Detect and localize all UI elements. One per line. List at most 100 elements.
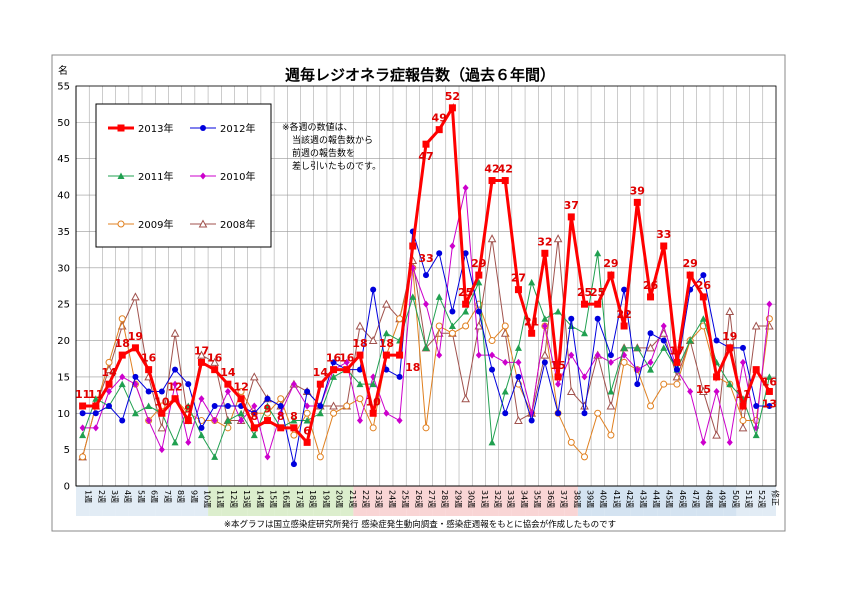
point-marker (277, 403, 284, 409)
point-marker (646, 343, 655, 352)
point-marker (172, 380, 179, 388)
point-marker (171, 395, 179, 403)
point-marker (185, 381, 192, 388)
point-marker (158, 388, 165, 395)
point-marker (264, 453, 271, 461)
point-marker (461, 394, 470, 403)
x-tick-label: 37週 (559, 490, 568, 508)
week-shade-29 (445, 486, 460, 516)
data-label: 14 (313, 366, 329, 379)
x-tick-label: 26週 (414, 490, 423, 508)
data-label: 21 (524, 315, 539, 328)
data-label: 47 (418, 150, 433, 163)
point-marker (356, 380, 364, 388)
point-marker (382, 329, 390, 337)
note-line-3: 前週の報告数を (292, 147, 355, 159)
legend: 2013年 2012年 2011年 2010年 2009年 2008年 (95, 103, 272, 248)
point-marker (541, 359, 548, 366)
y-tick-label: 0 (64, 482, 70, 493)
data-label: 8 (290, 410, 298, 423)
point-marker (290, 461, 297, 468)
x-tick-label: 22週 (361, 490, 370, 508)
y-tick-label: 35 (57, 227, 70, 238)
point-marker (92, 424, 99, 432)
week-shade-40 (591, 486, 605, 516)
week-shade-8 (168, 486, 182, 516)
point-marker (198, 219, 208, 228)
x-tick-label: 49週 (718, 490, 727, 508)
point-marker (198, 424, 205, 431)
x-tick-label: 20週 (335, 490, 344, 508)
x-tick-label: 12週 (229, 490, 238, 508)
x-tick-label: 51週 (744, 490, 753, 508)
data-label: 16 (207, 352, 223, 365)
point-marker (568, 315, 575, 322)
point-marker (514, 344, 522, 351)
x-tick-label: 7週 (163, 490, 172, 503)
week-shading (76, 486, 776, 516)
point-marker (581, 373, 588, 381)
legend-label: 2012年 (220, 122, 255, 135)
point-marker (555, 380, 562, 388)
x-tick-label: 44週 (652, 490, 661, 508)
series-2013年 (79, 102, 773, 446)
point-marker (739, 344, 746, 351)
point-marker (515, 373, 522, 380)
week-shade-53 (762, 486, 776, 516)
legend-label: 2009年 (138, 218, 173, 231)
point-marker (541, 315, 549, 322)
data-label: 13 (762, 397, 777, 410)
point-marker (172, 366, 179, 373)
week-shade-25 (392, 486, 407, 516)
week-shade-7 (155, 486, 169, 516)
point-marker (382, 299, 391, 308)
data-label: 25 (458, 286, 473, 299)
point-marker (620, 344, 628, 351)
data-label: 8 (277, 410, 285, 423)
point-marker (197, 358, 205, 366)
data-label: 39 (630, 184, 645, 197)
point-marker (170, 328, 180, 337)
data-label: 25 (590, 286, 605, 299)
point-marker (594, 315, 601, 322)
point-marker (356, 351, 364, 359)
week-shade-36 (538, 486, 552, 516)
point-marker (726, 380, 734, 388)
week-shade-27 (419, 486, 433, 516)
point-marker (660, 337, 667, 344)
point-marker (224, 387, 231, 395)
point-marker (396, 351, 404, 359)
week-shade-23 (366, 486, 380, 516)
point-marker (607, 271, 615, 279)
point-marker (660, 380, 668, 388)
point-marker (277, 424, 285, 432)
point-marker (157, 423, 167, 432)
point-marker (699, 315, 707, 322)
point-marker (329, 401, 338, 410)
y-tick-label: 55 (57, 82, 70, 93)
point-marker (105, 380, 113, 388)
point-marker (317, 403, 324, 409)
point-marker (145, 366, 153, 374)
point-marker (250, 424, 258, 432)
point-marker (330, 359, 337, 366)
point-marker (277, 395, 285, 403)
point-marker (607, 352, 614, 359)
week-shade-24 (379, 486, 393, 516)
x-tick-label: 40週 (599, 490, 608, 508)
point-marker (462, 322, 470, 330)
data-label: 11 (735, 388, 750, 401)
x-tick-label: 修正 (770, 490, 780, 506)
data-label: 49 (432, 112, 447, 125)
week-shade-14 (247, 486, 261, 516)
point-marker (237, 387, 245, 395)
note-block: ※各週の数値は、 当該週の報告数から 前週の報告数を 差し引いたものです。 (282, 121, 381, 172)
x-tick-label: 41週 (612, 490, 621, 508)
x-tick-label: 32週 (493, 490, 502, 508)
point-marker (423, 272, 429, 279)
point-marker (343, 402, 351, 410)
point-marker (594, 409, 602, 417)
point-marker (303, 409, 311, 417)
point-marker (699, 386, 708, 395)
point-marker (700, 272, 707, 279)
